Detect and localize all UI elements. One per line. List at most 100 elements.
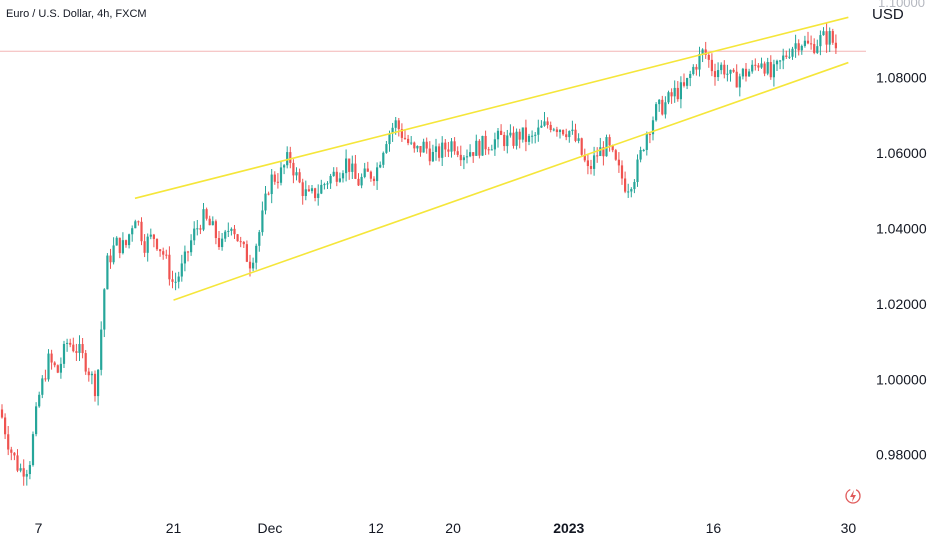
candle-body	[239, 241, 242, 243]
candle-body	[372, 178, 376, 182]
candle-body	[679, 82, 682, 100]
candle-body	[227, 230, 230, 232]
candle-body	[177, 276, 180, 282]
candle-body	[577, 138, 580, 141]
candle-body	[562, 130, 565, 135]
candle-body	[822, 31, 825, 36]
lightning-logo-icon[interactable]	[845, 488, 861, 504]
candle-body	[394, 120, 397, 128]
candle-body	[165, 254, 168, 256]
candle-body	[44, 378, 47, 380]
candle-body	[555, 129, 558, 133]
candle-body	[549, 124, 552, 130]
candle-body	[682, 82, 686, 86]
candle-body	[741, 68, 744, 77]
candle-body	[689, 74, 692, 78]
candle-body	[506, 135, 509, 147]
candle-body	[376, 167, 379, 182]
candle-body	[363, 168, 366, 177]
candle-body	[490, 149, 493, 151]
candle-body	[754, 64, 757, 66]
candle-body	[93, 373, 97, 397]
candle-body	[124, 240, 128, 246]
candle-body	[255, 245, 258, 263]
candle-body	[388, 133, 391, 145]
candle-body	[633, 182, 636, 190]
x-tick-label: 12	[368, 520, 384, 536]
candle-body	[190, 240, 193, 253]
candle-body	[323, 184, 326, 186]
candle-body	[583, 154, 586, 161]
candle-body	[121, 240, 124, 254]
candle-body	[676, 87, 679, 100]
candle-body	[645, 134, 648, 150]
candle-body	[775, 60, 779, 65]
candle-body	[341, 173, 345, 179]
candle-body	[779, 60, 782, 62]
candle-body	[717, 70, 720, 78]
candle-body	[704, 49, 707, 55]
candle-body	[599, 147, 602, 157]
candle-body	[28, 465, 31, 475]
candle-body	[56, 365, 59, 373]
candle-body	[62, 343, 66, 364]
candle-body	[41, 378, 44, 395]
candle-body	[757, 65, 760, 68]
candle-body	[487, 149, 490, 151]
candle-body	[608, 137, 611, 146]
channel-line-lower	[173, 61, 849, 301]
candle-body	[493, 139, 496, 150]
candle-body	[478, 140, 481, 156]
candle-body	[360, 176, 363, 186]
candle-body	[162, 251, 165, 255]
candle-body	[639, 150, 642, 160]
candle-body	[605, 137, 608, 157]
candle-body	[199, 228, 202, 230]
candle-body	[664, 102, 667, 115]
candle-body	[233, 228, 236, 235]
candle-body	[72, 344, 75, 352]
x-tick-label: Dec	[257, 520, 282, 536]
candle-body	[109, 255, 112, 263]
candle-body	[22, 468, 25, 477]
candle-body	[589, 166, 593, 169]
candle-body	[518, 131, 521, 140]
candle-body	[100, 329, 103, 370]
candle-body	[713, 71, 717, 78]
candle-body	[379, 164, 382, 168]
candle-body	[534, 134, 537, 136]
candle-body	[782, 55, 785, 61]
y-tick-label: 1.00000	[876, 371, 927, 387]
candle-body	[134, 221, 137, 229]
candle-body	[338, 178, 341, 182]
candle-body	[180, 263, 183, 277]
candle-body	[568, 131, 571, 138]
candle-body	[400, 129, 403, 138]
candle-body	[258, 232, 261, 246]
candle-body	[106, 255, 109, 290]
candle-body	[292, 162, 295, 176]
candle-body	[314, 188, 317, 198]
candle-body	[475, 140, 478, 156]
candle-body	[416, 145, 419, 149]
candle-body	[152, 234, 155, 239]
candle-body	[465, 156, 469, 158]
candle-body	[171, 279, 174, 282]
candle-body	[825, 31, 828, 45]
candle-body	[524, 127, 527, 142]
x-tick-label: 16	[706, 520, 722, 536]
candle-body	[462, 157, 465, 161]
y-tick-label: 1.06000	[876, 145, 927, 161]
candle-body	[332, 171, 335, 176]
candle-body	[128, 234, 131, 246]
candle-body	[800, 45, 803, 51]
candle-body	[769, 62, 772, 78]
candle-body	[211, 221, 214, 226]
candle-body	[38, 394, 41, 407]
candle-body	[496, 130, 500, 140]
candle-body	[267, 193, 270, 195]
candle-body	[335, 171, 338, 182]
candle-body	[760, 63, 763, 68]
